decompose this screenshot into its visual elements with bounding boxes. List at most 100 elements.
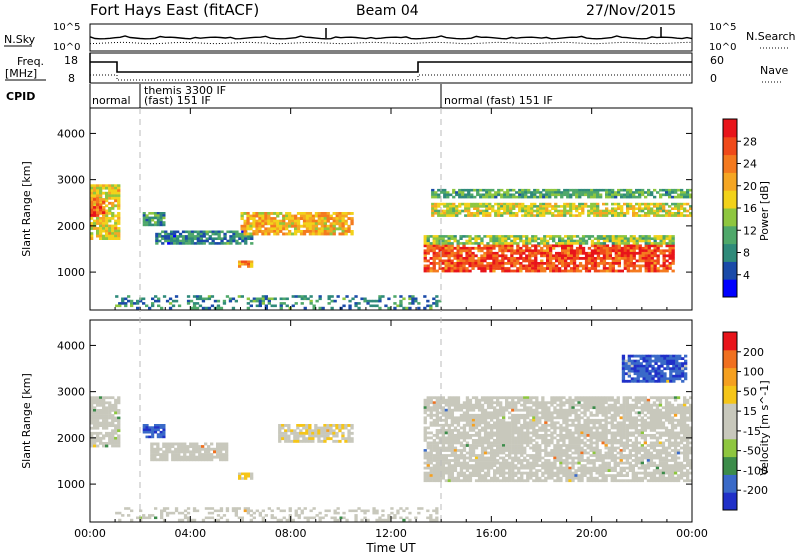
echo-cell xyxy=(426,476,430,480)
echo-cell xyxy=(302,439,306,443)
echo-cell xyxy=(276,214,280,218)
echo-cell xyxy=(453,406,458,410)
echo-cell xyxy=(599,262,604,265)
echo-cell xyxy=(165,455,169,459)
echo-cell xyxy=(641,249,645,253)
echo-cell xyxy=(644,262,648,265)
echo-cell xyxy=(529,471,533,475)
echo-cell xyxy=(653,251,657,255)
echo-cell xyxy=(536,214,540,217)
echo-cell xyxy=(393,306,397,310)
echo-cell xyxy=(270,304,274,308)
echo-cell xyxy=(462,403,467,407)
echo-cell xyxy=(344,439,348,443)
echo-cell xyxy=(467,191,471,194)
echo-cell xyxy=(90,414,94,417)
echo-cell xyxy=(529,461,533,465)
echo-cell xyxy=(496,459,500,462)
echo-cell xyxy=(186,450,190,454)
echo-cell xyxy=(584,254,589,258)
echo-cell xyxy=(665,269,669,273)
echo-cell xyxy=(211,239,215,243)
echo-cell xyxy=(559,398,563,402)
echo-cell xyxy=(456,264,460,268)
echo-cell xyxy=(235,239,239,243)
echo-cell xyxy=(111,201,115,205)
echo-cell xyxy=(572,251,577,255)
echo-cell xyxy=(581,191,585,194)
echo-cell xyxy=(677,205,681,208)
echo-cell xyxy=(216,306,221,310)
echo-cell xyxy=(541,406,545,410)
echo-cell xyxy=(505,439,509,442)
echo-cell xyxy=(592,398,596,402)
echo-cell xyxy=(520,398,524,402)
echo-cell xyxy=(102,208,106,212)
echo-cell xyxy=(508,446,512,450)
echo-cell xyxy=(552,267,556,270)
echo-cell xyxy=(261,214,265,218)
echo-cell xyxy=(490,403,494,407)
echo-cell xyxy=(502,466,506,470)
echo-cell xyxy=(540,269,544,273)
echo-cell xyxy=(438,406,442,410)
echo-cell xyxy=(423,429,427,432)
echo-cell xyxy=(496,461,500,465)
echo-cell xyxy=(575,249,580,253)
echo-cell xyxy=(164,237,168,240)
echo-cell xyxy=(505,441,509,445)
echo-cell xyxy=(483,246,487,250)
echo-cell xyxy=(332,424,336,427)
echo-cell xyxy=(529,406,533,410)
echo-cell xyxy=(462,426,467,430)
echo-cell xyxy=(528,267,532,270)
echo-cell xyxy=(308,217,313,220)
echo-cell xyxy=(320,217,324,220)
echo-cell xyxy=(435,262,439,265)
echo-cell xyxy=(258,219,262,223)
echo-cell xyxy=(453,466,458,470)
echo-cell xyxy=(449,212,453,215)
echo-cell xyxy=(99,401,103,405)
echo-cell xyxy=(480,257,484,260)
echo-cell xyxy=(610,444,614,447)
echo-cell xyxy=(438,423,442,427)
echo-cell xyxy=(267,219,271,223)
echo-cell xyxy=(450,474,454,477)
echo-cell xyxy=(426,451,430,455)
echo-cell xyxy=(613,436,617,440)
echo-cell xyxy=(483,446,488,450)
echo-cell xyxy=(508,474,512,477)
echo-cell xyxy=(638,202,642,206)
echo-cell xyxy=(632,209,636,213)
echo-cell xyxy=(518,209,522,213)
echo-cell xyxy=(486,456,491,460)
echo-cell xyxy=(592,459,596,462)
echo-cell xyxy=(462,464,467,467)
echo-cell xyxy=(665,188,669,192)
echo-cell xyxy=(575,267,580,270)
echo-cell xyxy=(168,306,173,310)
echo-cell xyxy=(164,232,168,236)
echo-cell xyxy=(477,436,482,440)
echo-cell xyxy=(479,202,483,206)
echo-cell xyxy=(502,421,506,425)
echo-cell xyxy=(511,408,515,412)
echo-cell xyxy=(447,431,451,435)
echo-cell xyxy=(444,471,448,475)
echo-cell xyxy=(485,191,489,194)
echo-cell xyxy=(508,421,512,425)
echo-cell xyxy=(559,436,563,440)
echo-cell xyxy=(662,262,666,265)
echo-cell xyxy=(270,217,274,220)
echo-cell xyxy=(288,214,292,218)
echo-cell xyxy=(532,479,536,483)
echo-cell xyxy=(492,237,496,240)
echo-cell xyxy=(529,426,533,430)
echo-cell xyxy=(468,434,473,437)
echo-cell xyxy=(114,429,118,433)
echo-cell xyxy=(264,295,268,298)
echo-cell xyxy=(435,242,439,245)
echo-cell xyxy=(219,445,223,448)
echo-cell xyxy=(471,471,476,475)
